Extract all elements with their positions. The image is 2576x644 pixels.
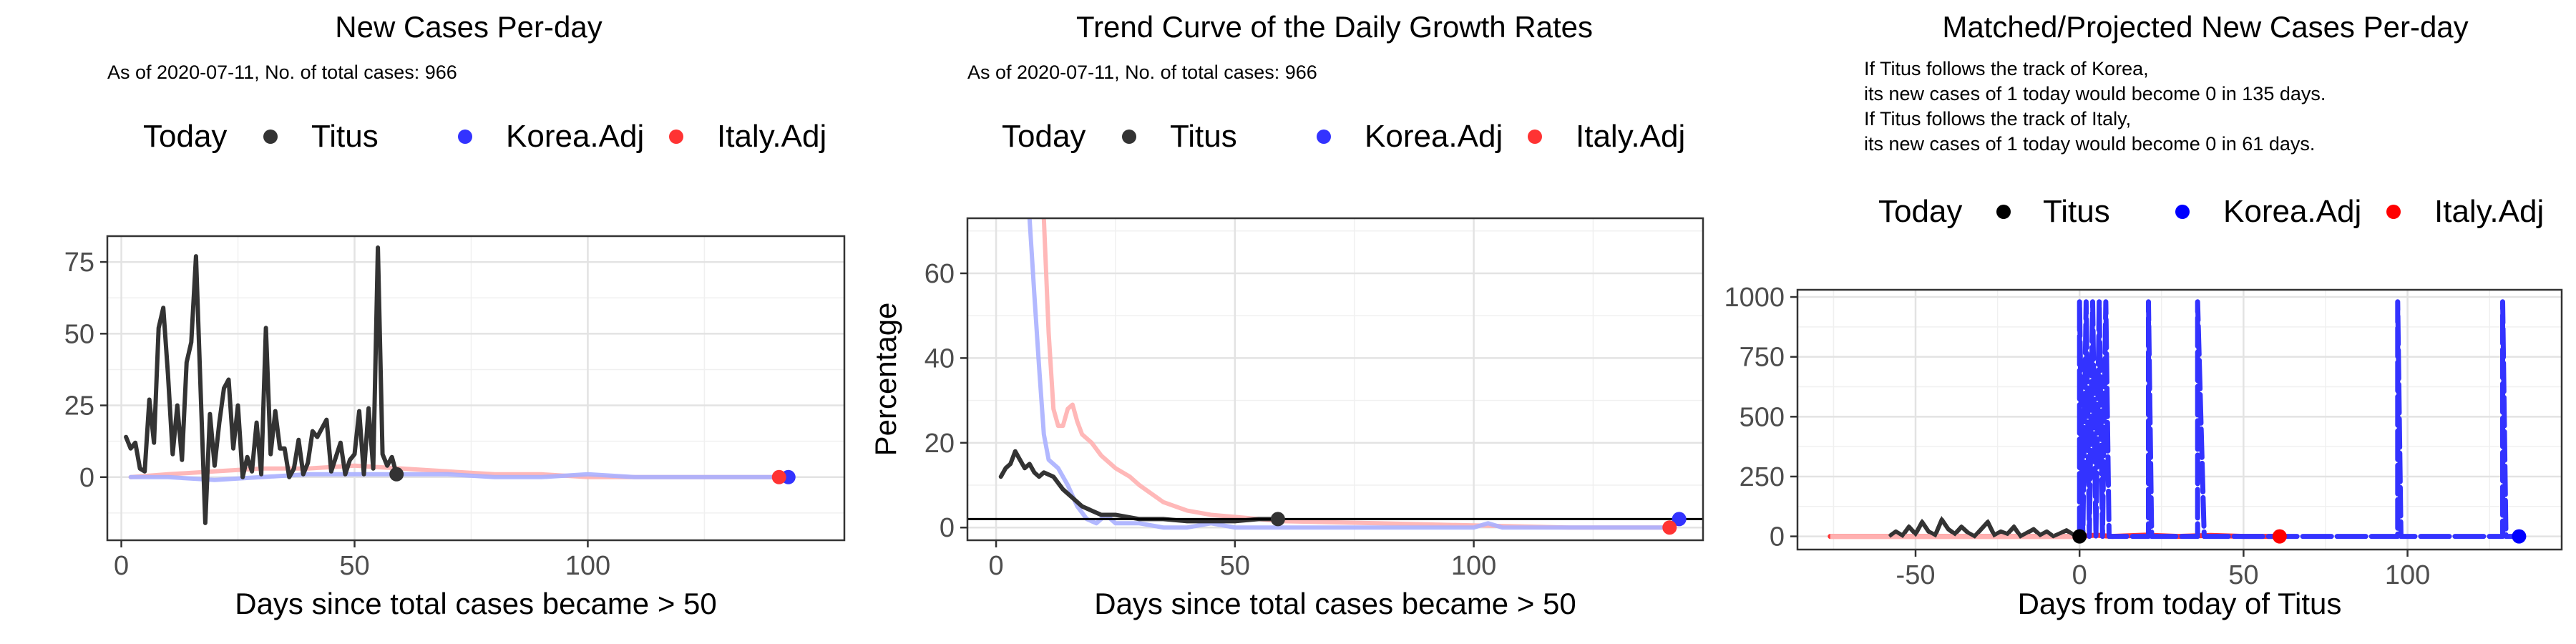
today-point-Italy.Adj	[771, 469, 786, 484]
legend-key-2	[669, 130, 683, 144]
x-tick-label: -50	[1896, 560, 1936, 590]
y-tick-label: 750	[1740, 343, 1785, 373]
legend-label-0: Titus	[311, 119, 379, 154]
legend-title: Today	[1002, 119, 1085, 154]
legend-title: Today	[143, 119, 227, 154]
legend-label-2: Italy.Adj	[717, 119, 826, 154]
plot-border	[1796, 288, 2563, 551]
x-axis-label: Days since total cases became > 50	[1094, 587, 1576, 620]
x-tick-label: 50	[2228, 560, 2258, 590]
chart-subtitle: As of 2020-07-11, No. of total cases: 96…	[967, 62, 1317, 83]
axis-ticks: 0 50 100 0 25 50 75	[64, 248, 610, 581]
plot-area	[107, 236, 844, 540]
x-tick-label: 50	[1220, 551, 1250, 581]
today-point-Korea.Adj	[1672, 512, 1687, 527]
series-line-Titus	[998, 449, 1280, 524]
legend: Today Titus Korea.Adj Italy.Adj	[1878, 194, 2544, 229]
legend-key-2	[2386, 205, 2401, 219]
today-point-Titus	[2072, 529, 2087, 544]
x-axis-label: Days since total cases became > 50	[235, 587, 717, 620]
series-line-Titus-front	[1888, 515, 2080, 539]
legend-label-0: Titus	[2043, 194, 2110, 229]
legend-label-0: Titus	[1170, 119, 1237, 154]
series-line-Italy.Adj	[1041, 218, 1672, 530]
plot-series	[124, 245, 791, 525]
x-tick-label: 0	[988, 551, 1003, 581]
chart-title: Trend Curve of the Daily Growth Rates	[1076, 10, 1593, 44]
plot-series	[1828, 299, 2522, 540]
y-tick-label: 1000	[1724, 283, 1785, 313]
legend-key-0	[1122, 130, 1136, 144]
legend-label-1: Korea.Adj	[1365, 119, 1503, 154]
chart-subtitle: As of 2020-07-11, No. of total cases: 96…	[107, 62, 457, 83]
today-point-Korea.Adj	[2512, 529, 2527, 544]
series-line-Korea.Adj	[2077, 299, 2522, 540]
y-tick-label: 20	[924, 429, 955, 459]
legend-title: Today	[1878, 194, 1962, 229]
today-point-Italy.Adj	[1662, 520, 1677, 535]
series-line-Korea.Adj	[128, 472, 791, 482]
today-point-Italy.Adj	[2272, 529, 2287, 544]
chart-panel-1: New Cases Per-day As of 2020-07-11, No. o…	[64, 10, 846, 620]
plot-area	[1797, 290, 2562, 550]
y-tick-label: 0	[940, 513, 955, 543]
today-point-Titus	[389, 467, 404, 482]
x-tick-label: 100	[2385, 560, 2430, 590]
chart-panel-3: Matched/Projected New Cases Per-day If Ti…	[1724, 10, 2563, 620]
y-axis-label: Percentage	[869, 303, 902, 457]
y-tick-label: 0	[79, 463, 94, 493]
axis-ticks: 0 50 100 0 20 40 60	[924, 259, 1497, 581]
x-tick-label: 50	[339, 551, 369, 581]
legend: Today Titus Korea.Adj Italy.Adj	[1002, 119, 1685, 154]
legend: Today Titus Korea.Adj Italy.Adj	[143, 119, 826, 154]
legend-key-1	[2175, 205, 2190, 219]
plot-series	[998, 218, 1682, 530]
today-point-Titus	[1270, 512, 1285, 527]
y-tick-label: 75	[64, 248, 94, 278]
plot-area	[967, 218, 1703, 540]
y-tick-label: 25	[64, 391, 94, 421]
legend-key-1	[1317, 130, 1331, 144]
x-axis-label: Days from today of Titus	[2018, 587, 2342, 620]
plot-border	[966, 217, 1704, 542]
chart-subtitle: its new cases of 1 today would become 0 …	[1864, 83, 2326, 104]
y-tick-label: 50	[64, 319, 94, 349]
legend-key-1	[458, 130, 472, 144]
x-tick-label: 0	[114, 551, 129, 581]
plot-border	[106, 235, 846, 542]
y-tick-label: 40	[924, 343, 955, 374]
x-tick-label: 100	[1451, 551, 1496, 581]
chart-title: New Cases Per-day	[335, 10, 602, 44]
legend-key-0	[263, 130, 278, 144]
x-tick-label: 0	[2072, 560, 2087, 590]
chart-subtitle: If Titus follows the track of Korea,	[1864, 58, 2149, 79]
legend-label-1: Korea.Adj	[2223, 194, 2361, 229]
y-tick-label: 500	[1740, 402, 1785, 432]
legend-label-1: Korea.Adj	[506, 119, 644, 154]
legend-label-2: Italy.Adj	[1576, 119, 1685, 154]
chart-subtitle: its new cases of 1 today would become 0 …	[1864, 133, 2315, 155]
legend-label-2: Italy.Adj	[2434, 194, 2544, 229]
series-line-Korea.Adj	[1027, 218, 1682, 530]
x-tick-label: 100	[565, 551, 610, 581]
chart-panel-2: Trend Curve of the Daily Growth Rates As …	[869, 10, 1704, 620]
chart-subtitle: If Titus follows the track of Italy,	[1864, 108, 2131, 130]
y-tick-label: 250	[1740, 462, 1785, 492]
chart-title: Matched/Projected New Cases Per-day	[1942, 10, 2468, 44]
legend-key-2	[1528, 130, 1542, 144]
y-tick-label: 0	[1770, 522, 1785, 552]
legend-key-0	[1996, 205, 2011, 219]
y-tick-label: 60	[924, 259, 955, 289]
series-line-Titus	[124, 245, 399, 525]
